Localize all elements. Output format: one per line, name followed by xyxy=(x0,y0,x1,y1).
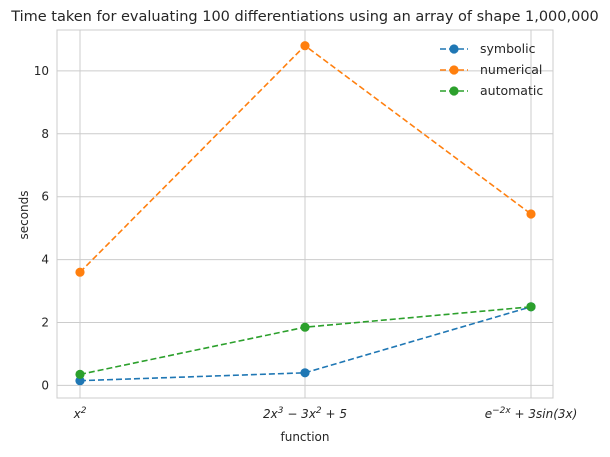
x-tick-label: x2 xyxy=(73,406,87,421)
x-tick-label-part: + 3sin(3x) xyxy=(511,407,578,421)
x-tick-label-part: − 3x xyxy=(284,407,317,421)
data-point-numerical xyxy=(300,41,310,51)
y-tick-label: 4 xyxy=(41,253,49,267)
y-tick-label: 6 xyxy=(41,190,49,204)
y-tick-label: 8 xyxy=(41,127,49,141)
legend-marker xyxy=(449,86,459,96)
y-axis-label: seconds xyxy=(17,190,31,239)
x-axis-label: function xyxy=(280,430,329,444)
data-point-numerical xyxy=(75,267,85,277)
x-tick-label-part: x xyxy=(73,407,82,421)
series-automatic xyxy=(75,302,536,379)
x-tick-label: e−2x + 3sin(3x) xyxy=(485,406,578,421)
series-numerical xyxy=(75,41,536,277)
legend-label: automatic xyxy=(480,83,543,98)
series-layer xyxy=(75,41,536,386)
legend: symbolic numerical automatic xyxy=(440,41,543,98)
data-point-numerical xyxy=(526,209,536,219)
x-tick-label-part: −2x xyxy=(492,406,511,416)
x-tick-label-part: e xyxy=(485,407,492,421)
x-tick-label-part: + 5 xyxy=(322,407,347,421)
data-point-automatic xyxy=(75,369,85,379)
legend-item-numerical: numerical xyxy=(440,62,542,77)
data-point-automatic xyxy=(300,322,310,332)
x-tick-label: 2x3 − 3x2 + 5 xyxy=(263,406,347,421)
x-tick-label-part: 2 xyxy=(81,406,87,416)
x-tick-label-part: 2 xyxy=(316,406,322,416)
legend-label: numerical xyxy=(480,62,542,77)
data-point-symbolic xyxy=(300,368,310,378)
y-tick-label: 2 xyxy=(41,316,49,330)
data-point-symbolic xyxy=(75,376,85,386)
legend-item-symbolic: symbolic xyxy=(440,41,536,56)
x-tick-label-part: 3 xyxy=(278,406,284,416)
legend-marker xyxy=(449,44,459,54)
legend-label: symbolic xyxy=(480,41,536,56)
data-point-automatic xyxy=(526,302,536,312)
y-tick-labels: 0 2 4 6 8 10 xyxy=(34,64,49,393)
legend-marker xyxy=(449,65,459,75)
y-tick-label: 10 xyxy=(34,64,49,78)
x-tick-label-part: 2x xyxy=(263,407,279,421)
x-tick-labels: x2 2x3 − 3x2 + 5 e−2x + 3sin(3x) xyxy=(73,406,578,421)
chart-title: Time taken for evaluating 100 differenti… xyxy=(10,9,599,25)
y-tick-label: 0 xyxy=(41,378,49,392)
legend-item-automatic: automatic xyxy=(440,83,543,98)
